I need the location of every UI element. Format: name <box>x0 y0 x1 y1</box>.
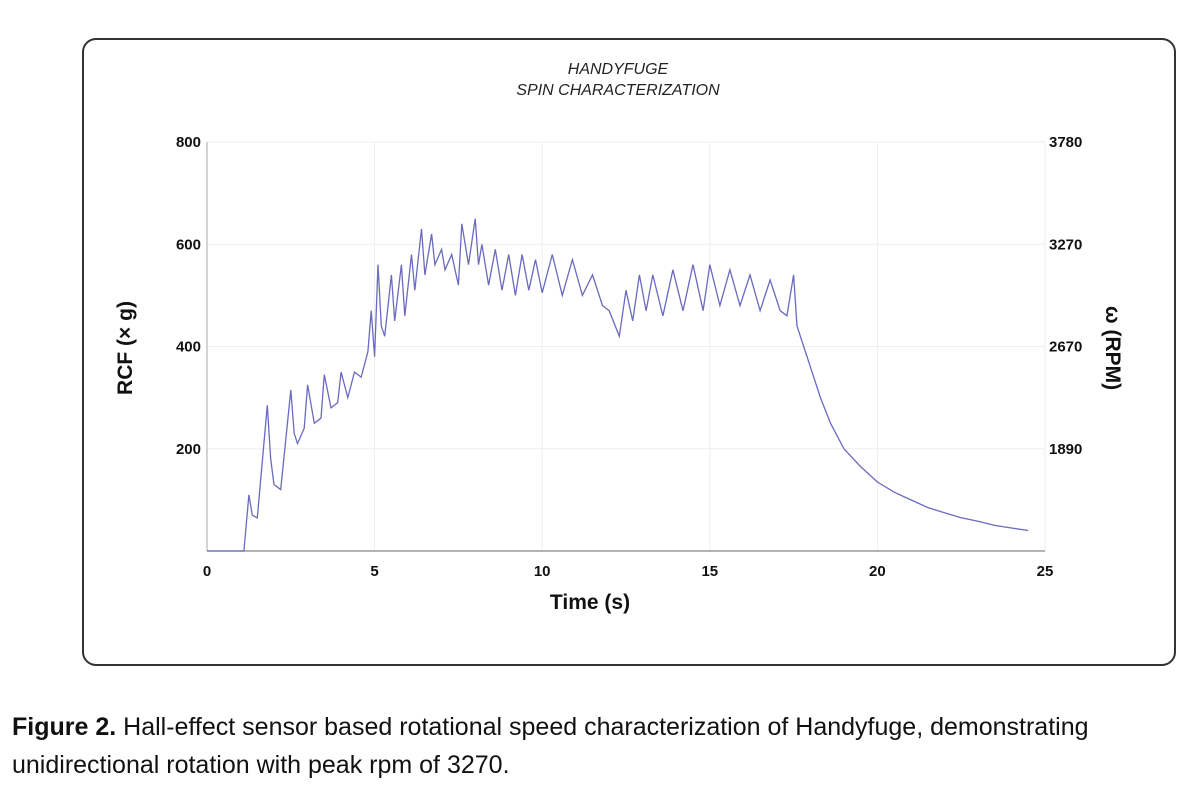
x-tick-label: 20 <box>869 563 886 580</box>
y-tick-label: 400 <box>176 339 201 356</box>
x-tick-label: 5 <box>370 563 378 580</box>
y-tick-label: 800 <box>176 134 201 151</box>
axes <box>206 142 1045 552</box>
caption-label: Figure 2. <box>12 713 117 741</box>
y2-tick-label: 1890 <box>1049 441 1082 458</box>
x-axis-title: Time (s) <box>550 591 630 614</box>
x-tick-label: 10 <box>534 563 551 580</box>
y-tick-label: 600 <box>176 236 201 253</box>
caption-text: Hall-effect sensor based rotational spee… <box>12 713 1089 779</box>
figure-caption: Figure 2. Hall-effect sensor based rotat… <box>12 708 1182 784</box>
y-axis-title: RCF (× g) <box>114 301 137 395</box>
x-tick-label: 15 <box>701 563 718 580</box>
y2-axis-title: ω (RPM) <box>1101 306 1124 390</box>
grid-lines <box>207 141 1046 551</box>
y-tick-labels: 200 400 600 800 <box>176 134 201 458</box>
y2-tick-label: 3780 <box>1049 134 1082 151</box>
chart-subtitle: SPIN CHARACTERIZATION <box>516 82 720 99</box>
x-tick-label: 0 <box>203 563 211 580</box>
rcf-series-line <box>207 218 1029 552</box>
chart-title: HANDYFUGE <box>568 61 669 78</box>
y-tick-label: 200 <box>176 441 201 458</box>
y2-tick-labels: 1890 2670 3270 3780 <box>1049 134 1082 458</box>
x-tick-labels: 0 5 10 15 20 25 <box>203 563 1054 580</box>
figure-frame <box>82 38 1176 666</box>
y2-tick-label: 3270 <box>1049 236 1082 253</box>
y2-tick-label: 2670 <box>1049 339 1082 356</box>
x-tick-label: 25 <box>1037 563 1054 580</box>
spin-chart: 0 5 10 15 20 25 200 400 600 800 1890 2670 3270 3780… <box>114 61 1124 614</box>
